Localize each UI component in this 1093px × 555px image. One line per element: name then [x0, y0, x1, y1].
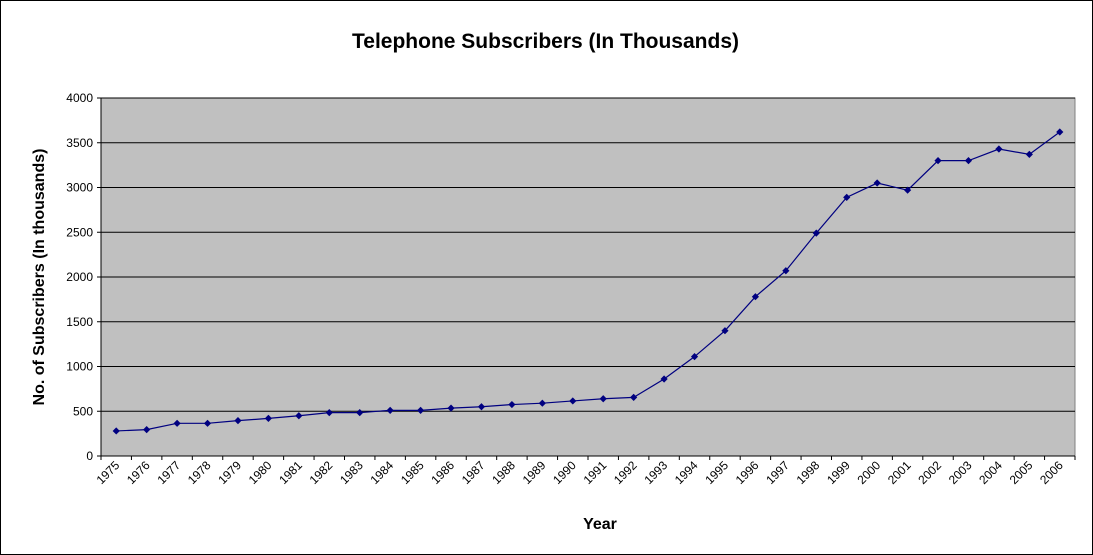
x-tick-label: 1981 — [276, 458, 305, 487]
gridlines — [97, 97, 1075, 457]
x-tick-label: 1989 — [520, 458, 549, 487]
x-tick-labels: 1975 1976 1977 1978 1979 1980 1981 1982 1983 1984… — [94, 458, 1067, 487]
x-tick-label: 1987 — [459, 458, 488, 487]
x-tick-label: 1985 — [398, 458, 427, 487]
data-point — [143, 425, 151, 434]
x-tick-label: 1983 — [337, 458, 366, 487]
y-tick-labels: 0 500 1000 1500 2000 2500 3000 3500 4000 — [66, 91, 93, 463]
data-point — [112, 427, 120, 435]
x-tick-label: 1994 — [672, 458, 701, 487]
data-point — [325, 408, 333, 417]
data-point — [508, 400, 516, 409]
x-tick-label: 2002 — [915, 458, 944, 487]
series-line — [116, 131, 1061, 432]
x-tick-label: 1997 — [763, 458, 792, 487]
data-point — [173, 419, 181, 427]
y-tick-label: 3500 — [66, 136, 93, 150]
data-point — [234, 417, 242, 425]
data-point — [416, 406, 425, 414]
x-tick-label: 1986 — [428, 458, 457, 487]
y-tick-label: 1000 — [66, 360, 93, 374]
x-tick-label: 2000 — [854, 458, 883, 487]
x-axis-label: Year — [583, 516, 617, 533]
x-tick-label: 2004 — [976, 458, 1005, 487]
data-point — [1025, 150, 1033, 158]
x-tick-label: 1998 — [794, 458, 823, 487]
y-tick-label: 2500 — [66, 225, 93, 239]
x-tick-label: 1991 — [581, 458, 610, 487]
data-point — [538, 399, 546, 407]
y-tick-label: 500 — [73, 404, 93, 418]
x-tick-label: 2005 — [1007, 458, 1036, 487]
data-point — [386, 406, 394, 414]
x-tick-label: 1999 — [824, 458, 853, 487]
axes — [100, 98, 1076, 460]
y-tick-label: 1500 — [66, 315, 93, 329]
data-point — [295, 412, 303, 420]
data-point — [843, 193, 851, 201]
data-point — [569, 397, 577, 405]
x-tick-label: 2003 — [946, 458, 975, 487]
y-tick-label: 3000 — [66, 181, 93, 195]
data-point — [751, 293, 760, 301]
data-point — [599, 395, 607, 403]
data-point — [660, 375, 668, 383]
x-tick-label: 1975 — [94, 458, 123, 487]
data-point — [447, 404, 455, 412]
data-point — [630, 393, 638, 401]
data-point — [690, 353, 699, 361]
data-point — [903, 186, 912, 194]
x-tick-label: 1992 — [611, 458, 640, 487]
x-tick-label: 1993 — [641, 458, 670, 487]
data-point — [812, 229, 820, 237]
x-tick-label: 1980 — [246, 458, 275, 487]
data-point — [356, 408, 364, 417]
x-tick-label: 1990 — [550, 458, 579, 487]
data-point — [964, 157, 973, 165]
x-tick-label: 1976 — [124, 458, 153, 487]
x-tick-label: 1995 — [702, 458, 731, 487]
chart-title: Telephone Subscribers (In Thousands) — [352, 30, 739, 53]
data-point — [1056, 128, 1064, 136]
x-tick-label: 1979 — [215, 458, 244, 487]
data-point — [264, 414, 273, 423]
x-tick-label: 2006 — [1037, 458, 1066, 487]
data-point — [995, 145, 1003, 153]
x-tick-label: 1978 — [185, 458, 214, 487]
x-tick-label: 1977 — [154, 458, 183, 487]
data-point — [477, 403, 486, 411]
data-point — [721, 327, 729, 335]
x-tick-label: 1988 — [489, 458, 518, 487]
x-tick-label: 1984 — [367, 458, 396, 487]
data-point — [873, 179, 881, 187]
y-tick-label: 0 — [86, 449, 93, 463]
x-tick-label: 1996 — [733, 458, 762, 487]
y-tick-label: 2000 — [66, 270, 93, 284]
y-tick-label: 4000 — [66, 91, 93, 105]
data-point — [934, 157, 942, 165]
series-group — [112, 128, 1064, 435]
data-point — [782, 267, 790, 275]
x-tick-label: 1982 — [307, 458, 336, 487]
data-point — [203, 419, 212, 427]
x-tick-label: 2001 — [885, 458, 914, 487]
